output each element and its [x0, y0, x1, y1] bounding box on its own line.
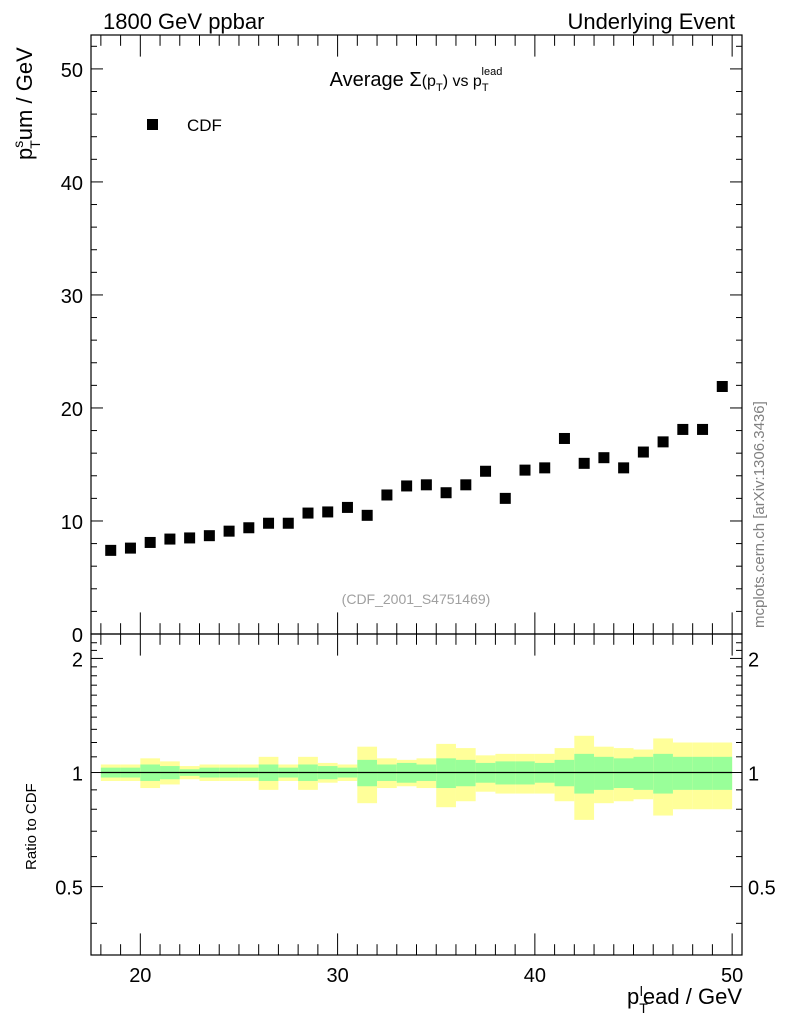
ratio-stat-uncertainty-bin — [574, 753, 595, 794]
main-y-tick-label: 30 — [61, 286, 83, 308]
ratio-y-tick-label-right: 2 — [748, 649, 759, 671]
ratio-y-tick-label: 2 — [72, 649, 83, 671]
x-axis-label: pTlead / GeV — [627, 983, 742, 1016]
analysis-id-watermark: (CDF_2001_S4751469) — [342, 591, 491, 607]
cdf-data-point — [263, 517, 275, 529]
cdf-data-point — [223, 525, 235, 537]
cdf-data-point — [164, 533, 176, 545]
ratio-stat-uncertainty-bin — [653, 753, 673, 794]
x-tick-label: 30 — [326, 965, 348, 987]
ratio-y-tick-label: 0.5 — [55, 878, 83, 900]
cdf-data-point — [124, 542, 136, 554]
cdf-data-point — [144, 536, 156, 548]
main-x-ticks — [100, 35, 733, 634]
cdf-data-point — [420, 479, 432, 491]
cdf-data-point — [341, 501, 353, 513]
cdf-data-point — [243, 522, 255, 534]
main-y-tick-label: 0 — [72, 625, 83, 647]
header-energy-label: 1800 GeV ppbar — [103, 9, 264, 34]
x-tick-label: 40 — [524, 965, 546, 987]
ratio-y-tick-label-right: 0.5 — [748, 878, 776, 900]
cdf-data-point — [322, 506, 334, 518]
cdf-data-points — [105, 380, 728, 556]
cdf-data-point — [578, 457, 590, 469]
cdf-data-point — [401, 480, 413, 492]
cdf-data-point — [716, 380, 728, 392]
main-y-tick-label: 50 — [61, 60, 83, 82]
ratio-y-axis: 0.5 0.5 1 1 2 2 — [55, 642, 776, 924]
cdf-data-point — [618, 462, 630, 474]
main-y-tick-label: 20 — [61, 399, 83, 421]
cdf-data-point — [637, 446, 649, 458]
cdf-data-point — [282, 517, 294, 529]
ratio-plot-panel: 0.5 0.5 1 1 2 2 20 30 40 50 Ratio to CDF pTlead … — [23, 633, 776, 1016]
cdf-data-point — [105, 544, 117, 556]
cdf-data-point — [539, 462, 551, 474]
cdf-data-point — [499, 492, 511, 504]
main-y-axis: 0 10 20 30 40 50 — [61, 45, 742, 647]
cdf-data-point — [657, 436, 669, 448]
cdf-data-point — [480, 465, 492, 477]
ratio-x-axis: 20 30 40 50 — [100, 634, 743, 987]
cdf-data-point — [677, 423, 689, 435]
ratio-stat-uncertainty-bin — [672, 756, 693, 790]
ratio-stat-uncertainty-bin — [436, 758, 456, 789]
cdf-data-point — [440, 487, 452, 499]
main-y-axis-label: psTum / GeV — [10, 47, 43, 160]
x-tick-label: 20 — [129, 965, 151, 987]
cdf-data-point — [519, 464, 531, 476]
ratio-stat-uncertainty-bin — [692, 756, 713, 790]
main-y-tick-label: 10 — [61, 512, 83, 534]
x-tick-label: 50 — [721, 965, 743, 987]
ratio-stat-uncertainty-bin — [633, 756, 654, 790]
ratio-y-tick-label: 1 — [72, 764, 83, 786]
legend-cdf-label: CDF — [187, 116, 222, 135]
main-y-tick-label: 40 — [61, 173, 83, 195]
cdf-data-point — [697, 423, 709, 435]
cdf-data-point — [381, 489, 393, 501]
cdf-data-point — [184, 532, 196, 544]
ratio-stat-uncertainty-bin — [712, 756, 733, 790]
ratio-y-axis-label: Ratio to CDF — [23, 783, 40, 870]
ratio-stat-uncertainty-bin — [594, 756, 614, 790]
cdf-data-point — [302, 507, 314, 519]
ratio-y-tick-label-right: 1 — [748, 764, 759, 786]
cdf-data-point — [598, 452, 610, 464]
cdf-data-point — [460, 479, 472, 491]
ratio-stat-uncertainty-bin — [613, 758, 634, 789]
mcplots-source-label: mcplots.cern.ch [arXiv:1306.3436] — [751, 401, 768, 628]
legend-cdf-marker — [147, 119, 158, 130]
cdf-data-point — [361, 509, 373, 521]
cdf-data-point — [558, 432, 570, 444]
header-process-label: Underlying Event — [567, 9, 735, 34]
plot-title: Average Σ(pT) vs pTlead — [330, 66, 503, 94]
ratio-uncertainty-bands — [100, 735, 733, 820]
cdf-data-point — [203, 530, 215, 542]
